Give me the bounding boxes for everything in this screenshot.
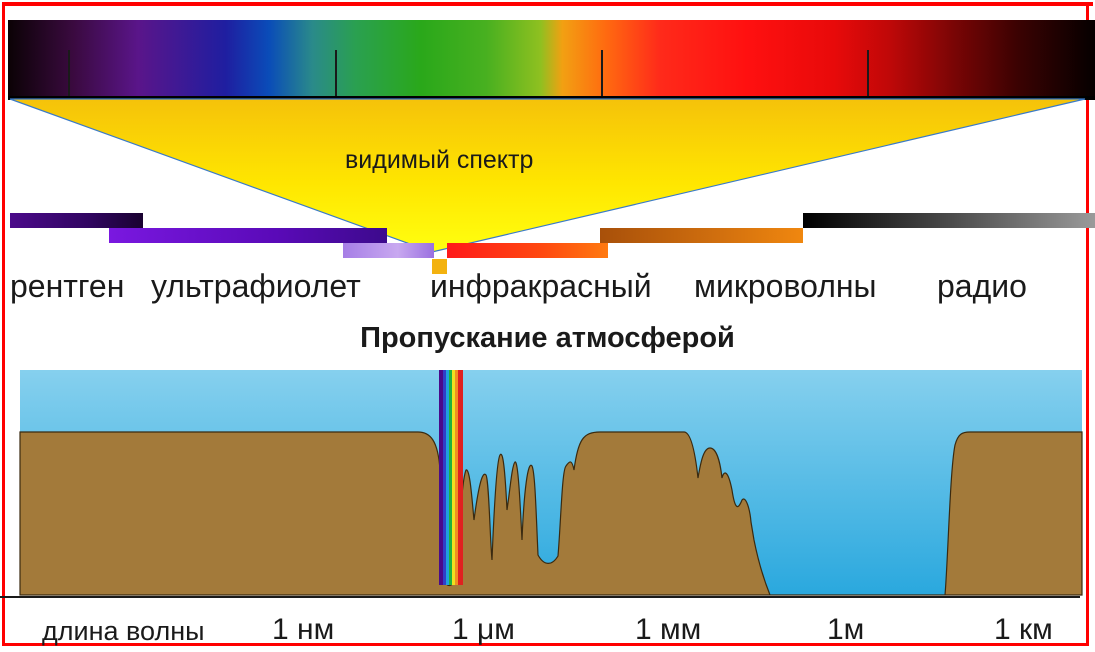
region-label-radio: радио bbox=[937, 268, 1027, 304]
region-label-xray: рентген bbox=[10, 268, 125, 304]
spectrum-tick bbox=[601, 50, 603, 96]
ultraviolet-band bbox=[109, 228, 387, 243]
spectrum-baseline bbox=[8, 96, 1095, 100]
wavelength-axis-line bbox=[0, 596, 1080, 598]
tick-label-1km: 1 км bbox=[994, 613, 1053, 646]
visible-band bbox=[343, 243, 434, 258]
visible-spectrum-label: видимый спектр bbox=[345, 146, 534, 174]
infrared-band bbox=[447, 243, 608, 258]
radio-band bbox=[803, 213, 1095, 228]
tick-label-1m: 1м bbox=[827, 613, 865, 646]
spectrum-tick bbox=[867, 50, 869, 96]
region-label-uv: ультрафиолет bbox=[151, 268, 361, 304]
atmospheric-transmission-chart bbox=[19, 370, 1083, 596]
wavelength-axis-title: длина волны bbox=[42, 616, 205, 646]
xray-band bbox=[10, 213, 143, 228]
visible-spectrum-cone bbox=[9, 98, 1086, 253]
tick-label-1um: 1 μм bbox=[452, 613, 515, 646]
tick-label-1nm: 1 нм bbox=[272, 613, 335, 646]
transmission-title: Пропускание атмосферой bbox=[360, 322, 735, 354]
visible-marker bbox=[432, 259, 447, 274]
spectrum-tick bbox=[68, 50, 70, 96]
microwave-band bbox=[600, 228, 803, 243]
spectrum-tick bbox=[335, 50, 337, 96]
region-label-ir: инфракрасный bbox=[430, 268, 652, 304]
region-label-microwave: микроволны bbox=[694, 268, 877, 304]
absorption-profile bbox=[19, 431, 1083, 596]
tick-label-1mm: 1 мм bbox=[635, 613, 702, 646]
electromagnetic-spectrum-bar bbox=[8, 20, 1095, 98]
